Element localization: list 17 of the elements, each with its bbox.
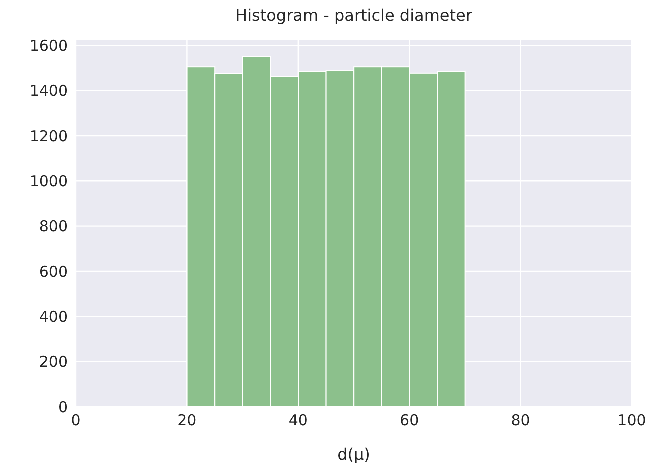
- y-tick-label: 800: [39, 218, 68, 236]
- x-tick-label: 0: [71, 412, 81, 430]
- x-tick-label: 20: [178, 412, 197, 430]
- x-tick-label: 80: [511, 412, 530, 430]
- y-tick-label: 1200: [30, 127, 68, 146]
- x-tick-label: 100: [618, 412, 646, 430]
- chart-title: Histogram - particle diameter: [234, 6, 474, 25]
- x-axis-title: d(μ): [338, 445, 370, 464]
- x-tick-label: 40: [288, 412, 308, 430]
- y-tick-label: 1600: [30, 36, 68, 55]
- y-tick-label: 400: [39, 308, 68, 326]
- y-tick-label: 200: [39, 353, 68, 372]
- y-tick-label: 0: [58, 398, 68, 416]
- y-tick-label: 600: [39, 262, 68, 281]
- x-tick-label: 60: [400, 412, 420, 430]
- y-tick-label: 1000: [30, 172, 68, 190]
- y-tick-label: 1400: [30, 82, 68, 100]
